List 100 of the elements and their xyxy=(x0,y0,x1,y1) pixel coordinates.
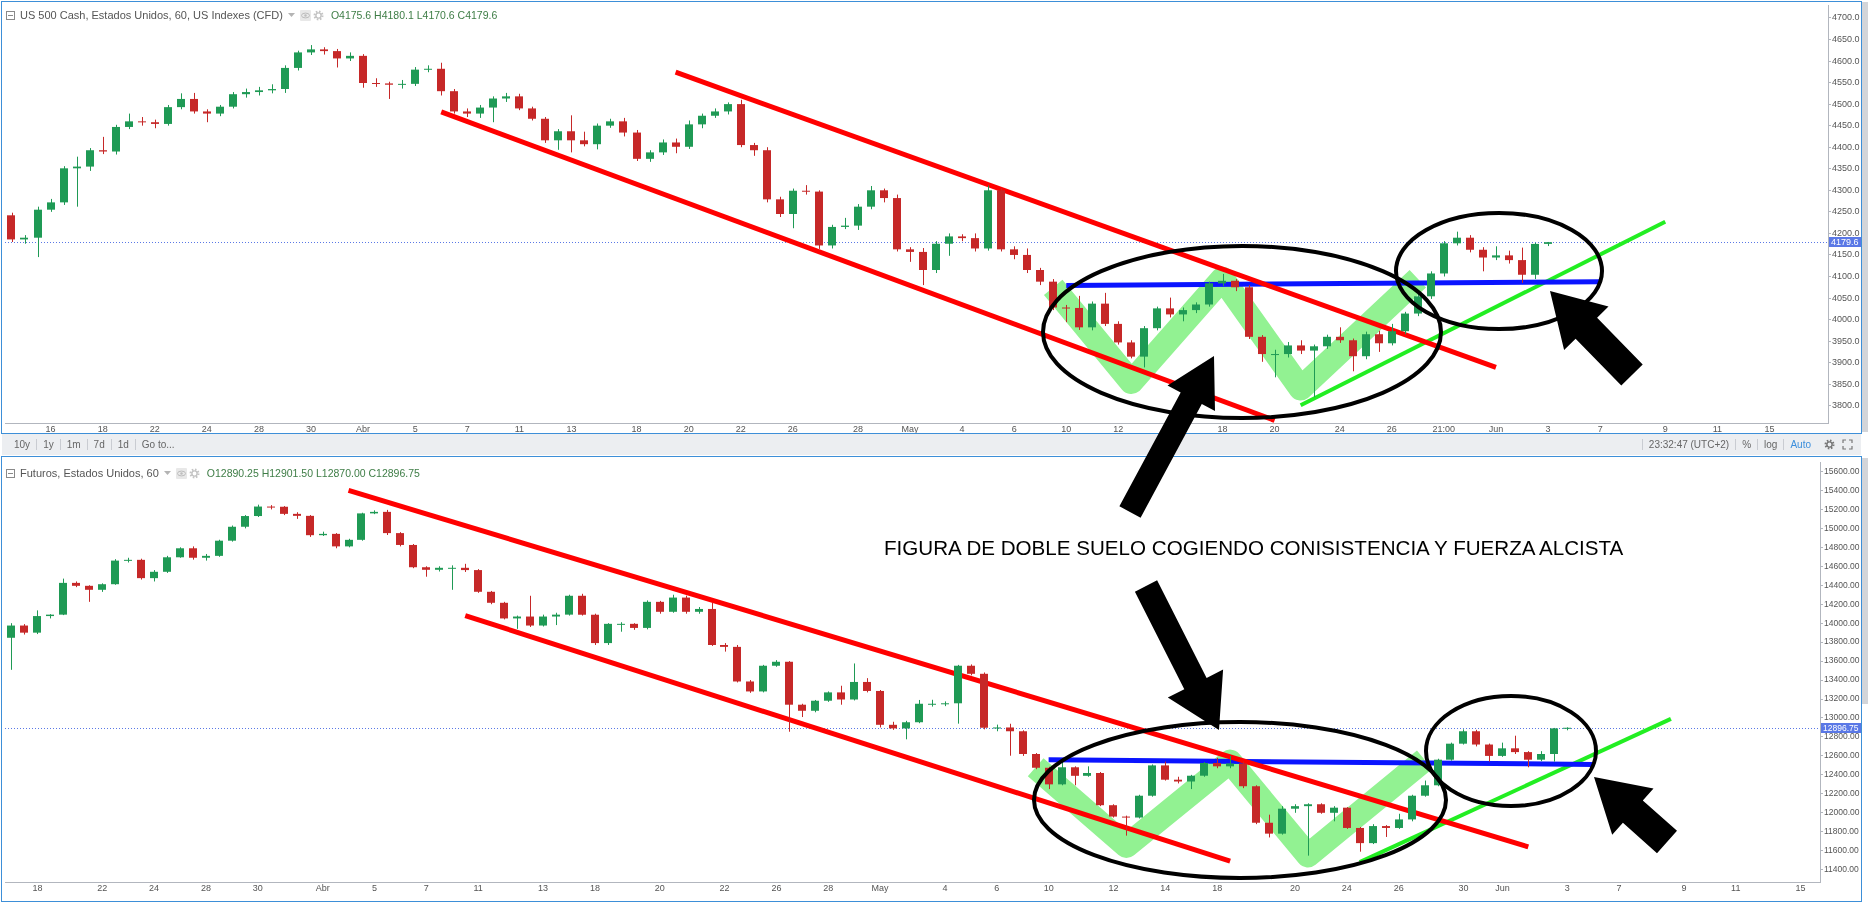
candlestick xyxy=(685,119,693,150)
candlestick xyxy=(1388,323,1396,346)
candlestick xyxy=(669,594,677,614)
y-tick-label: 4050.0 xyxy=(1832,292,1860,303)
y-tick-label: 14600.00 xyxy=(1824,560,1860,571)
chart-title: Futuros, Estados Unidos, 60 xyxy=(20,466,159,480)
y-tick-label: 15400.00 xyxy=(1824,484,1860,495)
y-tick-label: 15200.00 xyxy=(1824,503,1860,514)
text: Auto xyxy=(1783,439,1817,450)
candlestick xyxy=(1088,300,1096,331)
x-tick-label: 18 xyxy=(1212,882,1223,893)
candlestick xyxy=(7,622,15,671)
x-tick-label: 15 xyxy=(1764,423,1775,434)
x-tick-label: 11 xyxy=(514,423,525,434)
x-tick-label: 30 xyxy=(252,882,263,893)
text: 23:32:47 (UTC+2) xyxy=(1641,439,1736,450)
candlestick xyxy=(1258,334,1266,363)
candlestick xyxy=(137,558,145,581)
candlestick xyxy=(1304,802,1312,857)
candlestick xyxy=(1369,823,1377,845)
x-tick-label: 4 xyxy=(959,423,965,434)
y-tick-label: 3950.0 xyxy=(1832,335,1860,346)
candlestick xyxy=(867,185,875,210)
candlestick xyxy=(578,593,586,617)
candlestick xyxy=(919,247,927,286)
candlestick xyxy=(1023,247,1031,274)
x-tick-label: 6 xyxy=(994,882,1000,893)
x-tick-label: 15 xyxy=(1795,882,1806,893)
x-tick-label: 6 xyxy=(1011,423,1017,434)
x-tick-label: Abr xyxy=(356,423,371,434)
y-tick-label: 4400.0 xyxy=(1832,141,1860,152)
candlestick xyxy=(411,66,419,87)
candlestick xyxy=(1075,295,1083,331)
y-tick-label: 3900.0 xyxy=(1832,357,1860,368)
text: O12890.25 H12901.50 L12870.00 C12896.75 xyxy=(206,466,420,480)
candlestick xyxy=(945,232,953,257)
x-tick-label: 20 xyxy=(1269,423,1280,434)
x-tick-label: 24 xyxy=(201,423,212,434)
y-tick-label: 4450.0 xyxy=(1832,120,1860,131)
y-tick-label: 12000.00 xyxy=(1824,807,1860,818)
candlestick xyxy=(1518,247,1526,284)
y-tick-label: 3800.0 xyxy=(1832,400,1860,411)
text: 1y xyxy=(36,439,60,450)
candlestick xyxy=(164,104,172,127)
x-tick-label: 3 xyxy=(1564,882,1570,893)
x-tick-label: 28 xyxy=(852,423,863,434)
y-tick-label: 4700.0 xyxy=(1832,12,1860,23)
candlestick xyxy=(915,699,923,724)
x-tick-label: 24 xyxy=(149,882,160,893)
x-tick-label: Abr xyxy=(315,882,330,893)
candlestick xyxy=(837,685,845,706)
candlestick xyxy=(1356,826,1364,853)
x-tick-label: 16 xyxy=(45,423,56,434)
candlestick xyxy=(437,62,445,96)
y-tick-label: 4000.0 xyxy=(1832,314,1860,325)
candlestick xyxy=(1511,735,1519,755)
x-tick-label: 22 xyxy=(97,882,108,893)
candlestick xyxy=(619,117,627,137)
y-tick-label: 11600.00 xyxy=(1824,845,1860,856)
candlestick xyxy=(682,595,690,615)
x-tick-label: Jun xyxy=(1495,882,1510,893)
candlestick xyxy=(617,621,625,633)
chart-title: US 500 Cash, Estados Unidos, 60, US Indexes (CFD) xyxy=(20,8,283,22)
candlestick xyxy=(1101,292,1109,327)
candlestick xyxy=(1362,331,1370,360)
y-tick-label: 4200.0 xyxy=(1832,227,1860,238)
text: 1d xyxy=(110,439,135,450)
candlestick xyxy=(593,123,601,150)
y-tick-label: 14200.00 xyxy=(1824,598,1860,609)
x-tick-label: 4 xyxy=(942,882,948,893)
candlestick xyxy=(541,116,549,144)
candlestick xyxy=(306,514,314,538)
x-tick-label: 9 xyxy=(1662,423,1668,434)
y-tick-label: 3850.0 xyxy=(1832,378,1860,389)
x-tick-label: 28 xyxy=(823,882,834,893)
x-tick-label: 21:00 xyxy=(1432,423,1456,434)
ref-line-label: 4179.6 xyxy=(1831,236,1859,247)
candlestick xyxy=(1019,729,1027,757)
x-tick-label: May xyxy=(871,882,890,893)
x-tick-label: 24 xyxy=(1334,423,1345,434)
text: Go to... xyxy=(134,439,181,450)
candlestick xyxy=(789,188,797,229)
candlestick xyxy=(850,662,858,701)
x-tick-label: 28 xyxy=(253,423,264,434)
candlestick xyxy=(1006,723,1014,757)
candlestick xyxy=(33,609,41,635)
candlestick xyxy=(828,224,836,249)
x-tick-label: 20 xyxy=(683,423,694,434)
y-tick-label: 13400.00 xyxy=(1824,674,1860,685)
candlestick xyxy=(1479,246,1487,272)
y-tick-label: 4150.0 xyxy=(1832,249,1860,260)
x-tick-label: 22 xyxy=(735,423,746,434)
x-tick-label: 13 xyxy=(538,882,549,893)
x-tick-label: 18 xyxy=(97,423,108,434)
y-tick-label: 4350.0 xyxy=(1832,163,1860,174)
candlestick xyxy=(1071,765,1079,786)
y-tick-label: 12400.00 xyxy=(1824,769,1860,780)
y-tick-label: 13200.00 xyxy=(1824,693,1860,704)
annotation: FIGURA DE DOBLE SUELO COGIENDO CONISISTENCIA Y FUERZA ALCISTA xyxy=(884,536,1624,559)
candlestick xyxy=(333,48,341,68)
